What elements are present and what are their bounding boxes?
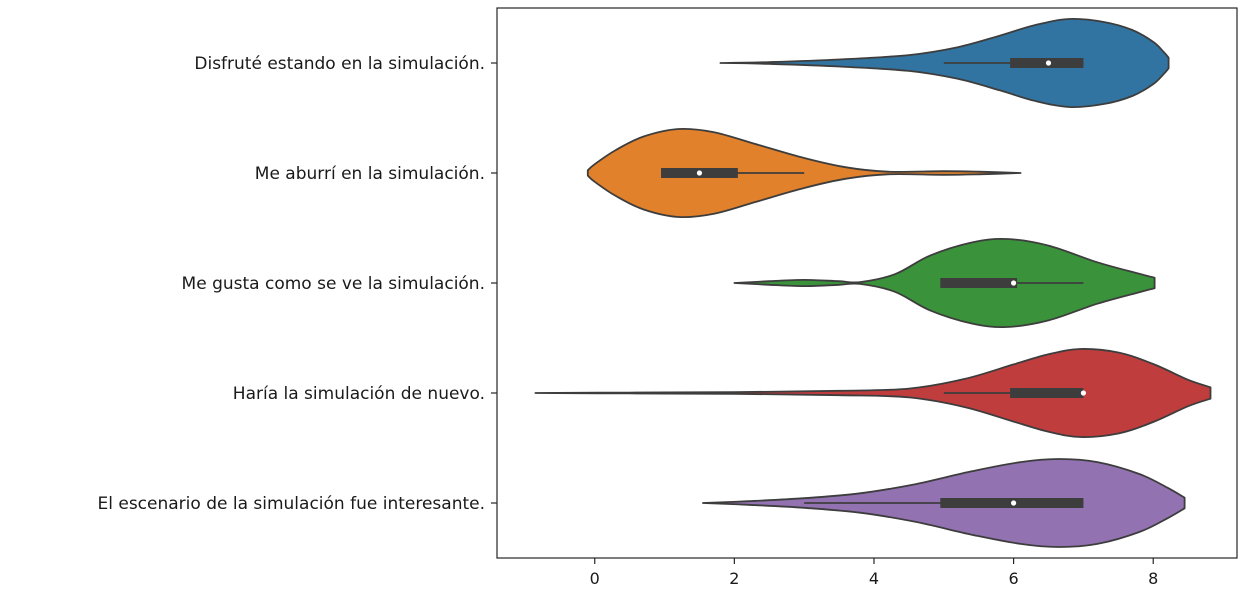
violin-group	[719, 18, 1170, 108]
violin-group	[733, 237, 1156, 329]
violin-body	[586, 127, 1022, 219]
category-label: El escenario de la simulación fue intere…	[98, 494, 486, 514]
violin-group	[586, 127, 1022, 219]
violin-series-group	[534, 18, 1212, 548]
median-point	[696, 170, 703, 176]
category-label: Disfruté estando en la simulación.	[194, 54, 485, 74]
violin-group	[534, 348, 1212, 438]
median-point	[1080, 390, 1087, 396]
x-tick-label: 8	[1148, 569, 1158, 588]
median-point	[1011, 280, 1017, 286]
plot-frame	[496, 7, 1238, 559]
violin-group	[702, 458, 1186, 548]
category-label: Haría la simulación de nuevo.	[233, 384, 485, 404]
x-tick-label: 0	[590, 569, 600, 588]
category-label: Me gusta como se ve la simulación.	[182, 274, 485, 294]
category-label: Me aburrí en la simulación.	[255, 164, 485, 184]
x-tick-label: 6	[1009, 569, 1019, 588]
violin-body	[534, 348, 1212, 438]
x-axis-ticks: 0 2 4 6 8	[590, 558, 1158, 588]
iqr-box	[1010, 388, 1084, 398]
median-point	[1011, 500, 1017, 506]
x-tick-label: 2	[729, 569, 739, 588]
x-tick-label: 4	[869, 569, 879, 588]
median-point	[1045, 60, 1052, 66]
y-axis-categories: Disfruté estando en la simulación. Me abu…	[98, 54, 497, 514]
iqr-box	[940, 278, 1018, 288]
